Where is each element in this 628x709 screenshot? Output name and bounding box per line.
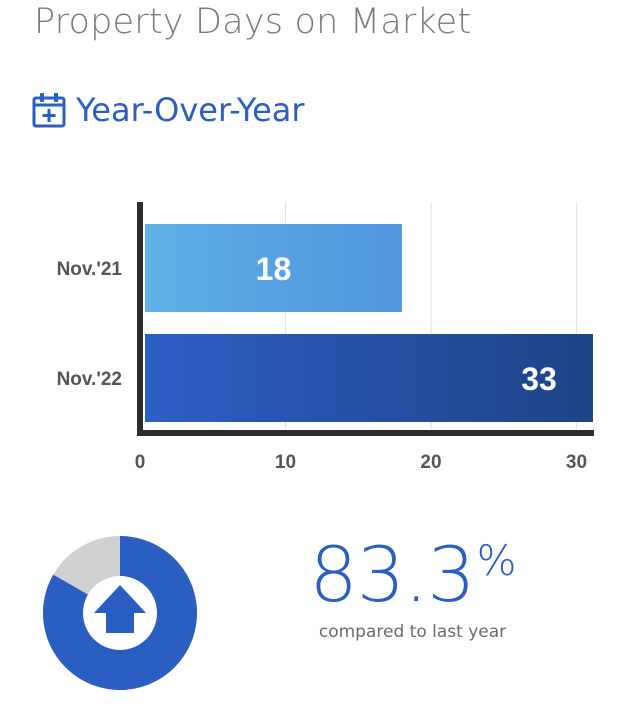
x-tick-label: 30 — [566, 452, 587, 473]
calendar-plus-icon — [32, 93, 66, 128]
stat-unit: % — [476, 536, 517, 585]
section-title: Year-Over-Year — [76, 91, 305, 129]
bar-value-label: 33 — [521, 361, 557, 397]
bar-value-label: 18 — [256, 251, 292, 287]
x-tick-label: 10 — [275, 452, 296, 473]
section-header: Year-Over-Year — [32, 88, 305, 132]
x-tick-label: 0 — [135, 452, 146, 473]
bar-chart: 18 33 Nov.'21 Nov.'22 0 10 20 30 — [57, 202, 594, 473]
change-ring-chart — [43, 536, 198, 690]
x-tick-label: 20 — [420, 452, 441, 473]
arrow-up-icon — [94, 585, 146, 633]
stat-value: 83.3% — [290, 530, 535, 619]
page-title: Property Days on Market — [34, 2, 472, 42]
category-label: Nov.'22 — [57, 369, 122, 390]
stat-number: 83.3 — [309, 530, 475, 619]
category-label: Nov.'21 — [57, 259, 123, 280]
bar — [145, 224, 402, 312]
bar — [145, 334, 593, 422]
stat-caption: compared to last year — [318, 622, 507, 642]
